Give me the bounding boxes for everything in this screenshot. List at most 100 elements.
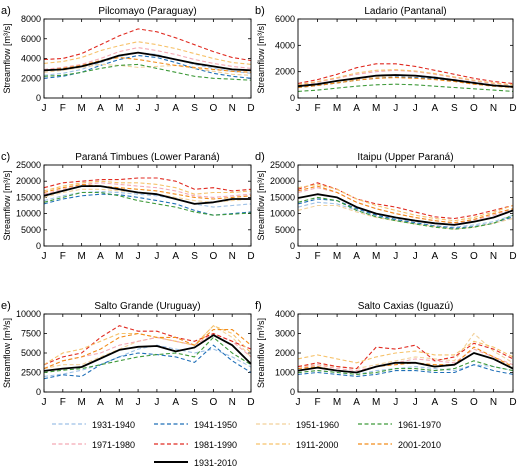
x-tick-label: N [229, 397, 236, 408]
chart-panel-b: b) Ladario (Pantanal) Streamflow [m³/s] 0 20… [255, 5, 517, 114]
x-tick-label: S [191, 397, 198, 408]
panel-label: d) [255, 151, 265, 163]
x-tick-label: D [509, 103, 516, 114]
legend-label: 1931-2010 [194, 458, 237, 468]
legend-item: 1951-1960 [256, 420, 339, 430]
y-tick-label: 1000 [275, 368, 295, 378]
x-tick-label: M [77, 251, 85, 262]
series-line-1961-1970 [43, 191, 252, 216]
plot-frame [43, 18, 252, 99]
y-tick-label: 25000 [16, 160, 41, 170]
x-tick-label: J [413, 103, 418, 114]
x-tick-label: O [470, 103, 478, 114]
series-line-1961-1970 [43, 63, 252, 81]
x-tick-label: J [393, 251, 398, 262]
series-line-1931-2010 [297, 352, 514, 374]
series-line-1981-1990 [43, 325, 252, 366]
y-tick-label: 2000 [21, 73, 41, 83]
series-line-1931-2010 [43, 51, 252, 72]
y-axis-label: Streamflow [m³/s] [256, 170, 266, 240]
x-tick-label: D [247, 251, 254, 262]
series-line-1961-1970 [297, 196, 514, 230]
y-tick-label: 5000 [275, 225, 295, 235]
y-tick-label: 0 [290, 93, 295, 103]
x-tick-label: J [136, 251, 141, 262]
x-tick-label: J [136, 103, 141, 114]
chart-title: Ladario (Pantanal) [364, 6, 446, 17]
x-tick-label: J [393, 103, 398, 114]
x-tick-label: A [353, 103, 360, 114]
y-tick-label: 20000 [16, 176, 41, 186]
y-tick-label: 15000 [16, 192, 41, 202]
x-tick-label: D [509, 251, 516, 262]
chart-title: Itaipu (Upper Paraná) [357, 152, 453, 163]
legend-label: 1961-1970 [398, 420, 441, 430]
series-line-1981-1990 [297, 63, 514, 85]
y-tick-label: 4000 [275, 40, 295, 50]
series-line-1911-2000 [43, 325, 252, 366]
y-tick-label: 10000 [16, 209, 41, 219]
legend-item: 1941-1950 [154, 420, 237, 430]
series-line-1971-1980 [297, 69, 514, 86]
legend-item: 1981-1990 [154, 440, 237, 450]
series-line-1931-2010 [297, 193, 514, 226]
x-tick-label: M [115, 103, 123, 114]
legend-label: 1951-1960 [296, 420, 339, 430]
x-tick-label: F [60, 251, 66, 262]
panel-label: e) [1, 300, 11, 312]
series-line-2001-2010 [297, 185, 514, 224]
series-line-1911-2000 [297, 183, 514, 222]
chart-panel-d: d) Itaipu (Upper Paraná) Streamflow [m³/s]… [255, 151, 517, 262]
y-tick-label: 3000 [275, 329, 295, 339]
x-tick-label: M [333, 103, 341, 114]
legend: 1931-1940 1941-1950 1951-1960 1961-1970 1971… [52, 420, 441, 468]
x-tick-label: A [97, 103, 104, 114]
y-tick-label: 0 [290, 387, 295, 397]
series-line-2001-2010 [43, 183, 252, 200]
y-axis-label: Streamflow [m³/s] [256, 318, 266, 388]
y-tick-label: 0 [36, 241, 41, 251]
y-tick-label: 4000 [21, 54, 41, 64]
x-tick-label: N [229, 251, 236, 262]
series-line-1951-1960 [297, 332, 514, 370]
x-tick-label: A [172, 103, 179, 114]
chart-title: Paraná Timbues (Lower Paraná) [75, 152, 220, 163]
x-tick-label: N [490, 251, 497, 262]
y-tick-label: 0 [36, 387, 41, 397]
series-line-1911-2000 [297, 69, 514, 86]
y-tick-label: 10000 [270, 209, 295, 219]
series-line-1911-2000 [43, 180, 252, 195]
y-tick-label: 6000 [275, 14, 295, 24]
panel-label: a) [1, 5, 11, 17]
x-tick-label: M [115, 397, 123, 408]
series-line-1941-1950 [297, 364, 514, 377]
series-line-2001-2010 [297, 77, 514, 89]
x-tick-label: A [97, 251, 104, 262]
x-tick-label: J [393, 397, 398, 408]
x-tick-label: M [77, 103, 85, 114]
x-tick-label: J [296, 251, 301, 262]
x-tick-label: J [296, 397, 301, 408]
series-line-1931-1940 [297, 201, 514, 228]
legend-item: 1911-2000 [256, 440, 338, 450]
x-tick-label: M [77, 397, 85, 408]
y-tick-label: 0 [290, 241, 295, 251]
x-tick-label: M [372, 397, 380, 408]
series-line-1931-2010 [43, 185, 251, 205]
series-line-1971-1980 [297, 348, 514, 372]
x-tick-label: M [372, 103, 380, 114]
y-tick-label: 15000 [270, 192, 295, 202]
x-tick-label: J [296, 103, 301, 114]
chart-title: Salto Grande (Uruguay) [94, 301, 200, 312]
x-tick-label: A [353, 251, 360, 262]
x-tick-label: J [154, 103, 159, 114]
legend-label: 1931-1940 [92, 420, 135, 430]
x-tick-label: O [209, 103, 217, 114]
y-tick-label: 25000 [270, 160, 295, 170]
chart-panel-c: c) Paraná Timbues (Lower Paraná) Streamflo… [1, 151, 255, 262]
y-tick-label: 2000 [275, 348, 295, 358]
legend-label: 1981-1990 [194, 440, 237, 450]
x-tick-label: J [154, 251, 159, 262]
x-tick-label: N [229, 103, 236, 114]
